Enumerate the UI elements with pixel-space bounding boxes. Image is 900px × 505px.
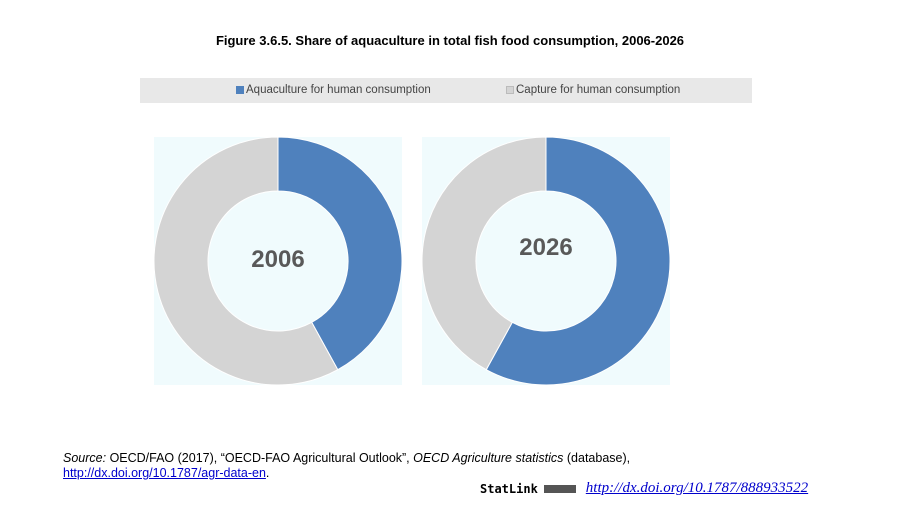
- donut-2006-panel: 2006: [154, 137, 402, 385]
- source-text: OECD/FAO (2017), “OECD-FAO Agricultural …: [106, 451, 414, 465]
- donut-center-label: 2006: [251, 246, 304, 273]
- donut-slice-aquaculture: [277, 137, 402, 371]
- legend-label: Capture for human consumption: [516, 84, 681, 96]
- legend-label: Aquaculture for human consumption: [246, 84, 431, 96]
- legend-item-capture: Capture for human consumption: [506, 84, 680, 96]
- statlink-url[interactable]: http://dx.doi.org/10.1787/888933522: [585, 480, 809, 496]
- donut-2006: 2006: [154, 137, 402, 385]
- donut-slice-aquaculture: [485, 137, 670, 385]
- donut-2026: 2026: [422, 137, 670, 385]
- source-text: (database),: [563, 451, 631, 465]
- legend: Aquaculture for human consumption Captur…: [140, 78, 752, 103]
- source-link[interactable]: http://dx.doi.org/10.1787/agr-data-en: [63, 466, 266, 480]
- donut-2026-panel: 2026: [422, 137, 670, 385]
- legend-item-aquaculture: Aquaculture for human consumption: [236, 84, 431, 96]
- donut-slice-capture: [422, 137, 547, 371]
- statlink-label: StatLink: [480, 481, 538, 496]
- source-end: .: [265, 466, 270, 480]
- donut-center-label: 2026: [519, 234, 572, 261]
- legend-swatch: [506, 86, 514, 94]
- statlink: StatLink http://dx.doi.org/10.1787/888933…: [480, 480, 808, 497]
- source-note: Source: OECD/FAO (2017), “OECD-FAO Agric…: [63, 451, 630, 481]
- legend-swatch: [236, 86, 244, 94]
- donut-slice-capture: [154, 137, 339, 385]
- figure-title: Figure 3.6.5. Share of aquaculture in to…: [215, 33, 685, 48]
- source-database: OECD Agriculture statistics: [413, 451, 564, 465]
- statlink-logo-icon: [543, 484, 576, 493]
- source-label: Source:: [63, 451, 107, 465]
